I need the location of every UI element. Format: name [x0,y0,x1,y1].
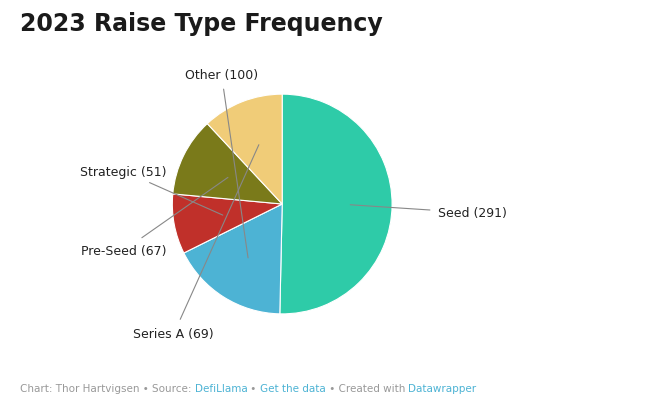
Text: Strategic (51): Strategic (51) [80,165,223,216]
Wedge shape [184,205,282,314]
Text: Seed (291): Seed (291) [351,205,507,220]
Text: DefiLlama: DefiLlama [195,383,248,393]
Text: Datawrapper: Datawrapper [408,383,477,393]
Wedge shape [173,194,282,253]
Text: Other (100): Other (100) [185,69,258,258]
Text: 2023 Raise Type Frequency: 2023 Raise Type Frequency [20,12,382,36]
Wedge shape [173,124,282,205]
Wedge shape [280,95,392,314]
Text: Get the data: Get the data [260,383,325,393]
Wedge shape [207,95,282,205]
Text: • Created with: • Created with [325,383,408,393]
Text: Pre-Seed (67): Pre-Seed (67) [81,178,228,257]
Text: Chart: Thor Hartvigsen • Source:: Chart: Thor Hartvigsen • Source: [20,383,195,393]
Text: •: • [248,383,260,393]
Text: Series A (69): Series A (69) [133,145,259,340]
